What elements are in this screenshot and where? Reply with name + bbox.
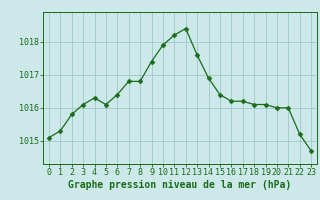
X-axis label: Graphe pression niveau de la mer (hPa): Graphe pression niveau de la mer (hPa) <box>68 180 292 190</box>
